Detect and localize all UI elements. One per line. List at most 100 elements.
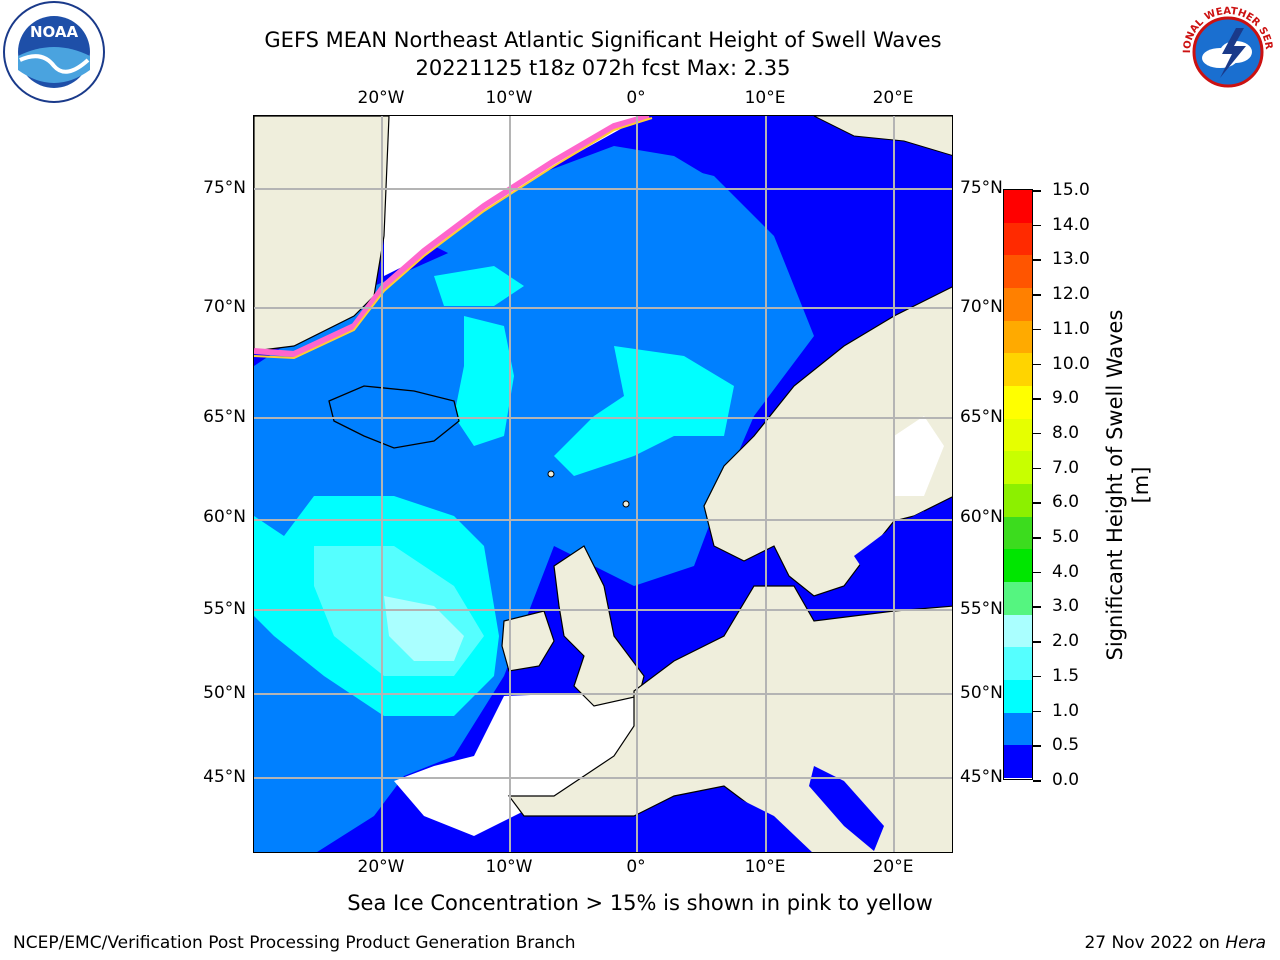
land-faroe-islands	[547, 470, 555, 478]
colorbar-label: 6.0	[1052, 492, 1080, 513]
colorbar-label: 15.0	[1052, 180, 1090, 200]
noaa-logo: NOAA	[3, 1, 105, 103]
colorbar-tick	[1033, 467, 1041, 470]
lat-tick-left: 75°N	[203, 178, 246, 198]
swell-band-2.0-3.0	[384, 596, 464, 661]
colorbar-segment	[1004, 549, 1032, 583]
footer-date: 27 Nov 2022 on Hera	[1084, 933, 1266, 953]
colorbar-tick	[1033, 294, 1041, 296]
sea-ice-edge	[254, 116, 650, 358]
colorbar-label: 14.0	[1052, 214, 1090, 235]
colorbar-segment	[1004, 451, 1032, 485]
colorbar-label: 11.0	[1052, 318, 1090, 339]
colorbar-label: 4.0	[1052, 561, 1080, 582]
swell-band-0.5-1.0-north	[394, 146, 724, 256]
sea-ice-note: Sea Ice Concentration > 15% is shown in …	[347, 891, 933, 915]
colorbar	[1003, 189, 1033, 780]
lat-tick-left: 65°N	[203, 407, 246, 427]
colorbar-label: 0.0	[1052, 770, 1080, 790]
colorbar-tick	[1033, 398, 1041, 400]
colorbar-segment	[1004, 222, 1032, 256]
colorbar-tick	[1033, 745, 1041, 747]
colorbar-tick	[1033, 224, 1041, 227]
lat-tick-right: 55°N	[960, 599, 1003, 619]
lat-tick-left: 50°N	[203, 683, 246, 703]
lon-tick-top: 0°	[626, 88, 646, 108]
colorbar-segment	[1004, 353, 1032, 387]
colorbar-tick	[1033, 675, 1041, 678]
land-great-britain	[553, 545, 645, 707]
lat-tick-left: 60°N	[203, 507, 246, 527]
colorbar-tick	[1033, 432, 1041, 435]
colorbar-label: 1.0	[1052, 700, 1080, 721]
chart-title-line2: 20221125 t18z 072h fcst Max: 2.35	[415, 56, 791, 80]
chart-title-line1: GEFS MEAN Northeast Atlantic Significant…	[264, 28, 942, 52]
land-shetland	[622, 500, 630, 508]
lon-tick-bottom: 20°E	[872, 857, 914, 877]
colorbar-segment	[1004, 255, 1032, 289]
sea-ice-edge-core	[254, 117, 653, 360]
colorbar-tick	[1033, 571, 1041, 574]
colorbar-tick	[1033, 537, 1041, 539]
colorbar-segment	[1004, 712, 1032, 746]
footer-credit: NCEP/EMC/Verification Post Processing Pr…	[13, 933, 576, 953]
baltic-sea-north	[894, 416, 944, 496]
land-svalbard-region	[813, 116, 952, 156]
lon-tick-top: 20°W	[357, 88, 405, 108]
colorbar-segment	[1004, 484, 1032, 518]
graticule	[254, 116, 952, 852]
lat-tick-left: 45°N	[203, 767, 246, 787]
lon-tick-top: 20°E	[872, 88, 914, 108]
colorbar-tick	[1033, 710, 1041, 713]
lat-tick-right: 45°N	[960, 767, 1003, 787]
map-canvas	[254, 116, 952, 852]
colorbar-label: 2.0	[1052, 631, 1080, 652]
colorbar-segment	[1004, 288, 1032, 322]
swell-band-1.0-1.5-north	[434, 266, 524, 306]
colorbar-label: 13.0	[1052, 249, 1090, 270]
no-data-area-biscay	[394, 691, 634, 836]
adriatic-sea	[809, 766, 884, 851]
colorbar-segment	[1004, 745, 1032, 779]
colorbar-tick	[1033, 190, 1041, 192]
nws-logo: NATIONAL WEATHER SERVICE	[1176, 0, 1278, 102]
colorbar-segment	[1004, 516, 1032, 550]
colorbar-segment	[1004, 190, 1032, 224]
colorbar-label: 7.0	[1052, 457, 1080, 478]
lon-tick-bottom: 10°W	[485, 857, 533, 877]
swell-band-1.0-1.5-mid	[454, 316, 514, 446]
colorbar-tick	[1033, 259, 1041, 261]
colorbar-label: 1.5	[1052, 665, 1080, 686]
lon-tick-bottom: 0°	[626, 857, 646, 877]
lat-tick-left: 55°N	[203, 599, 246, 619]
colorbar-tick	[1033, 606, 1041, 608]
footer-host: Hera	[1225, 933, 1266, 953]
colorbar-label: 9.0	[1052, 388, 1080, 409]
colorbar-segment	[1004, 582, 1032, 616]
baltic-sea	[854, 511, 944, 586]
colorbar-tick	[1033, 641, 1041, 643]
colorbar-label: 0.5	[1052, 735, 1080, 756]
swell-band-1.0-1.5-east	[554, 346, 734, 476]
swell-height-map	[253, 115, 953, 853]
colorbar-segment	[1004, 647, 1032, 681]
lon-tick-top: 10°W	[485, 88, 533, 108]
lon-tick-bottom: 20°W	[357, 857, 405, 877]
lat-tick-right: 60°N	[960, 507, 1003, 527]
footer-date-text: 27 Nov 2022 on	[1084, 933, 1226, 953]
colorbar-tick	[1033, 328, 1041, 331]
colorbar-segment	[1004, 614, 1032, 648]
colorbar-label: 5.0	[1052, 527, 1080, 548]
lat-tick-right: 65°N	[960, 407, 1003, 427]
colorbar-title: Significant Height of Swell Waves [m]	[1103, 309, 1153, 661]
colorbar-segment	[1004, 320, 1032, 354]
colorbar-tick	[1033, 502, 1041, 504]
mediterranean-sea	[674, 796, 812, 852]
colorbar-label: 8.0	[1052, 422, 1080, 443]
colorbar-tick	[1033, 363, 1041, 366]
lon-tick-top: 10°E	[744, 88, 786, 108]
lat-tick-right: 75°N	[960, 178, 1003, 198]
colorbar-label: 10.0	[1052, 353, 1090, 374]
lon-tick-bottom: 10°E	[744, 857, 786, 877]
colorbar-segment	[1004, 418, 1032, 452]
